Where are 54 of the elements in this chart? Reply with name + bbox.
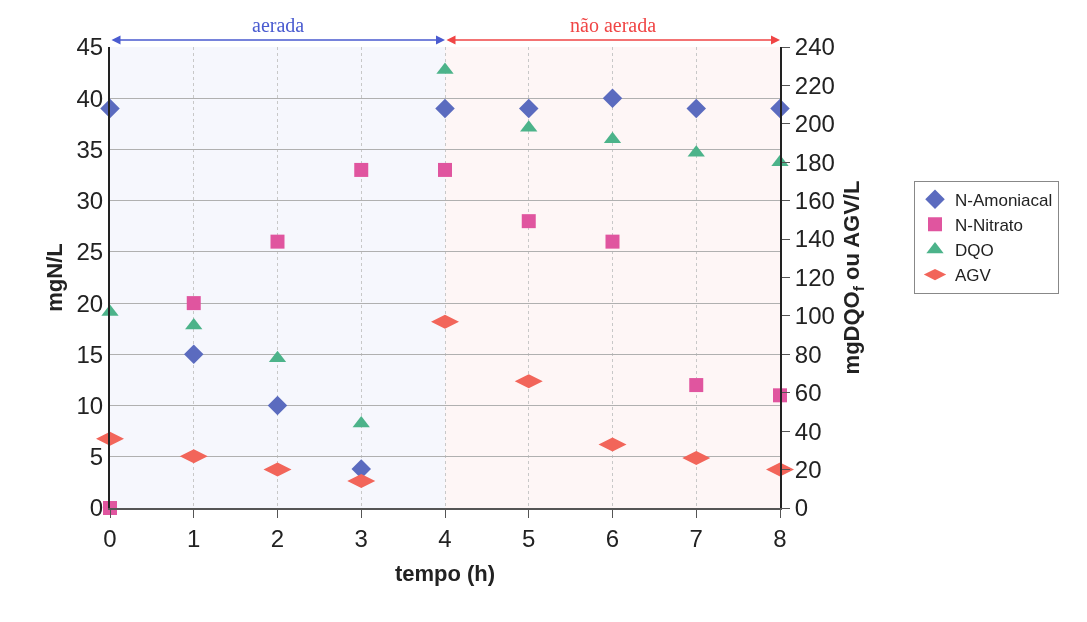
y2-tick-label: 160 [794,187,835,215]
x-tick-label: 5 [522,524,536,552]
point [686,98,706,119]
point [351,459,371,479]
y2-tick-label: 180 [794,148,835,176]
point [689,378,704,393]
y2-tick-label: 120 [794,263,835,291]
y2-tick-label: 20 [794,455,822,483]
y-tick-label: 20 [76,289,104,317]
x-axis-title: tempo (h) [394,561,496,587]
y-tick-label: 5 [89,443,104,471]
y-tick-label: 25 [76,238,104,266]
point [521,214,536,229]
legend-label: AGV [955,266,992,286]
y2-tick-label: 140 [794,225,835,253]
x-tick-label: 2 [270,524,285,552]
x-tick-label: 7 [689,524,703,552]
y-tick-label: 45 [76,33,104,61]
x-tick-label: 4 [438,524,452,552]
x-tick-label: 3 [354,524,368,552]
y-tick-label: 40 [76,84,104,112]
y2-tick-label: 200 [794,110,835,138]
legend-label: N-Nitrato [955,215,1024,235]
x-tick-label: 8 [773,524,787,552]
y-tick-label: 0 [89,494,104,522]
y-axis-title: mgN/L [41,243,67,312]
y-tick-label: 35 [76,135,104,163]
point [519,98,539,119]
x-tick-label: 1 [187,524,201,552]
y2-tick-label: 240 [794,33,835,61]
point [435,98,455,119]
y2-tick-label: 100 [794,302,835,330]
point [267,395,288,416]
point [186,296,201,311]
point [184,344,204,365]
point [605,234,620,249]
band-label: não aerada [570,14,657,36]
band-label: aerada [252,14,305,36]
point [270,234,285,249]
y-tick-label: 10 [76,391,104,419]
x-tick-label: 6 [605,524,620,552]
point [352,415,370,428]
legend-label: DQO [955,241,994,261]
point [354,162,369,177]
legend-label: N-Amoniacal [955,190,1053,210]
y2-tick-label: 80 [794,340,822,368]
point [438,162,452,177]
point [602,88,623,108]
y2-tick-label: 40 [794,417,822,445]
y-tick-label: 15 [76,340,104,368]
y2-tick-label: 220 [794,71,835,99]
y2-tick-label: 60 [794,379,822,407]
y-tick-label: 30 [76,187,104,215]
y2-tick-label: 0 [794,494,809,522]
